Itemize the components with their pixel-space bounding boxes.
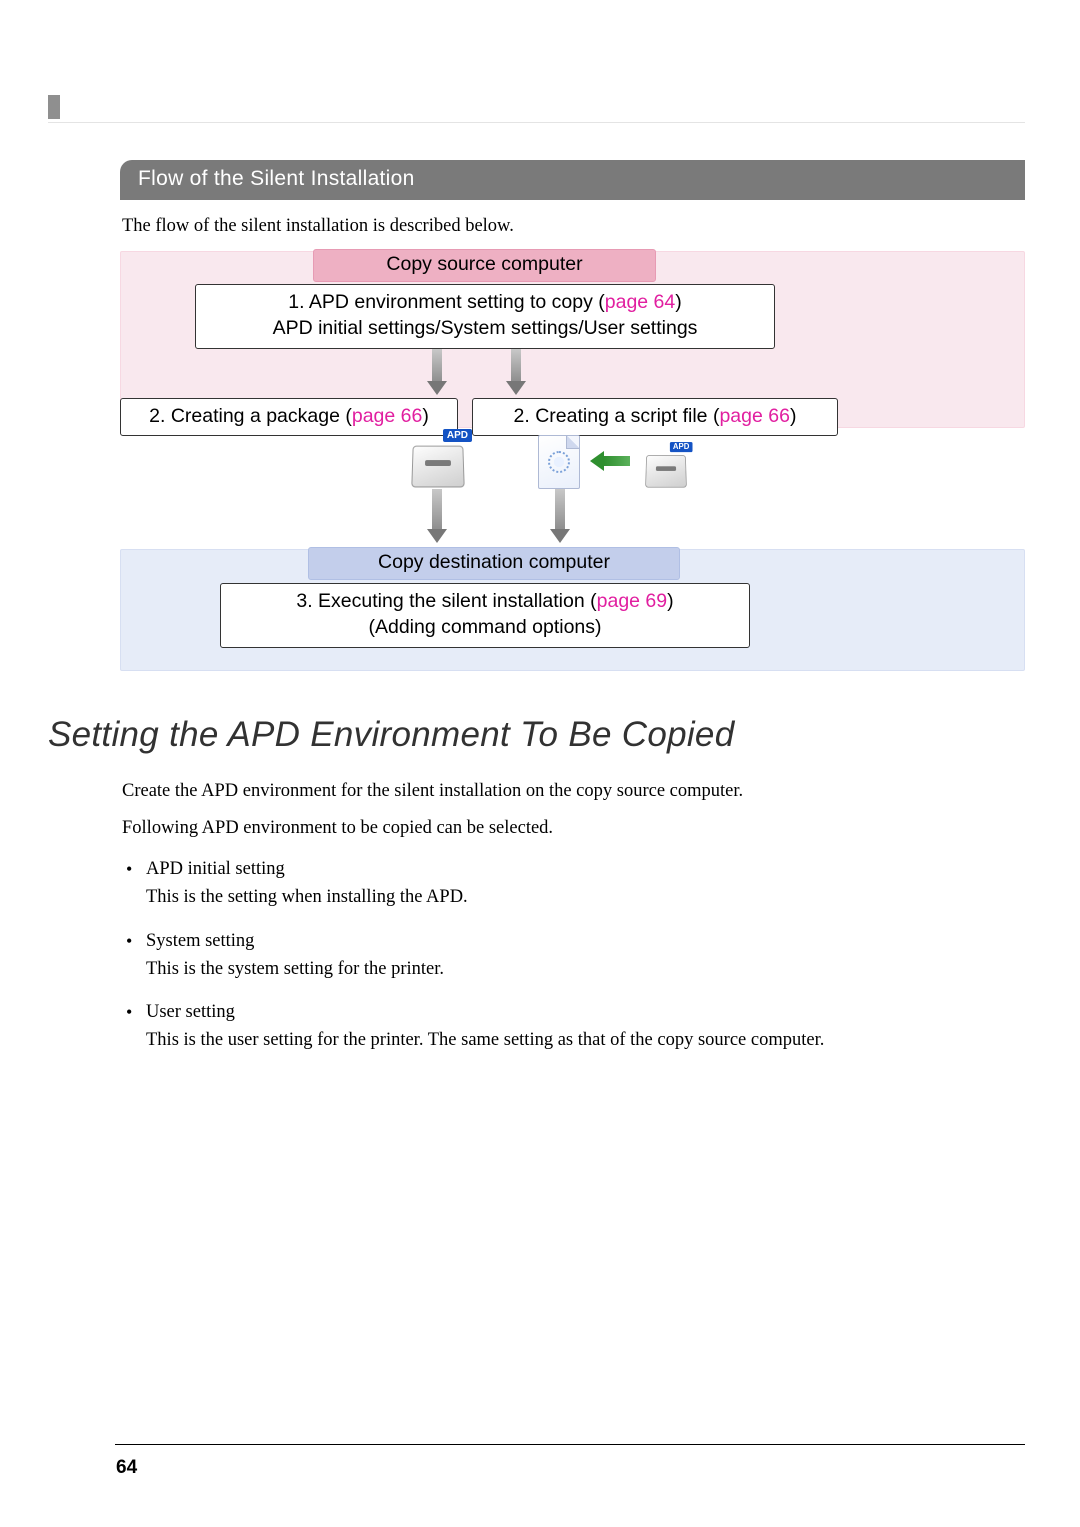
flow-step-2a: 2. Creating a package (page 66) (120, 398, 458, 436)
script-file-icon (538, 435, 580, 489)
flow-step3-link[interactable]: page 69 (597, 590, 668, 612)
flow-arrow-script-to-printer (590, 451, 630, 471)
list-item-desc: This is the user setting for the printer… (146, 1030, 824, 1050)
flow-step2b-link[interactable]: page 66 (719, 405, 790, 427)
flow-arrow-2-left (427, 489, 447, 543)
list-item-title: System setting (146, 931, 254, 951)
flow-arrow-1-right (506, 349, 526, 395)
list-item-title: APD initial setting (146, 859, 285, 879)
flow-source-label: Copy source computer (313, 249, 656, 282)
flow-step-2b: 2. Creating a script file (page 66) (472, 398, 838, 436)
flowchart: Copy source computer 1. APD environment … (120, 251, 1025, 681)
flow-step-1-line2: APD initial settings/System settings/Use… (204, 315, 766, 341)
page-content: Flow of the Silent Installation The flow… (120, 95, 1025, 1055)
list-item: System setting This is the system settin… (126, 928, 1025, 984)
body-para-2: Following APD environment to be copied c… (122, 814, 1025, 843)
flow-step1-link[interactable]: page 64 (605, 291, 676, 313)
flow-arrow-1-left (427, 349, 447, 395)
printer-small-icon: APD (643, 447, 690, 488)
flow-arrow-2-right (550, 489, 570, 543)
list-item-title: User setting (146, 1002, 235, 1022)
list-item: User setting This is the user setting fo… (126, 999, 1025, 1055)
flow-source-label-text: Copy source computer (386, 253, 582, 275)
header-rule (48, 122, 1025, 123)
list-item-desc: This is the setting when installing the … (146, 887, 468, 907)
flow-step-3-line2: (Adding command options) (229, 614, 741, 640)
section-lead: The flow of the silent installation is d… (122, 216, 1025, 237)
body-para-1: Create the APD environment for the silen… (122, 777, 1025, 806)
flow-step2a-link[interactable]: page 66 (352, 405, 423, 427)
flow-step-1-line1: 1. APD environment setting to copy (page… (204, 289, 766, 315)
flow-step-1: 1. APD environment setting to copy (page… (195, 284, 775, 349)
settings-list: APD initial setting This is the setting … (126, 856, 1025, 1055)
list-item-desc: This is the system setting for the print… (146, 959, 444, 979)
printer-package-icon: APD (408, 435, 468, 487)
subsection-heading: Setting the APD Environment To Be Copied (48, 715, 1025, 755)
page-number: 64 (116, 1457, 137, 1479)
section-heading-bar: Flow of the Silent Installation (120, 160, 1025, 200)
flow-dest-label: Copy destination computer (308, 547, 680, 580)
footer-rule (115, 1444, 1025, 1445)
printer-apd-tag-small: APD (670, 442, 693, 452)
list-item: APD initial setting This is the setting … (126, 856, 1025, 912)
printer-apd-tag: APD (443, 429, 472, 442)
page-header-tab (48, 95, 60, 119)
flow-step-3-line1: 3. Executing the silent installation (pa… (229, 588, 741, 614)
flow-step-3: 3. Executing the silent installation (pa… (220, 583, 750, 648)
section-heading-text: Flow of the Silent Installation (138, 167, 415, 190)
flow-dest-label-text: Copy destination computer (378, 551, 610, 573)
